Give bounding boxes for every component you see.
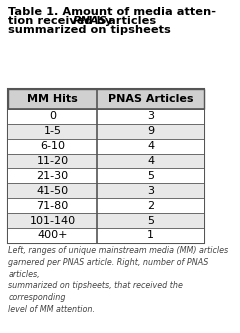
Text: MM Hits: MM Hits (27, 94, 78, 104)
Bar (8, 183, 97, 198)
Text: 6-10: 6-10 (40, 141, 65, 151)
Text: 4: 4 (147, 156, 154, 166)
Text: PNAS: PNAS (73, 16, 108, 26)
Bar (8, 90, 204, 109)
Bar (8, 109, 97, 124)
Text: 400+: 400+ (37, 230, 68, 240)
Text: 101-140: 101-140 (30, 215, 76, 225)
Bar (8, 139, 97, 154)
Bar (97, 213, 204, 228)
Text: 9: 9 (147, 126, 154, 136)
Bar (8, 228, 97, 243)
Bar (97, 183, 204, 198)
Text: 2: 2 (147, 201, 154, 211)
Text: 41-50: 41-50 (36, 186, 69, 196)
Bar (97, 139, 204, 154)
Text: tion received by: tion received by (8, 16, 117, 26)
Bar (8, 213, 97, 228)
Bar (97, 228, 204, 243)
Text: 11-20: 11-20 (36, 156, 69, 166)
Bar (97, 198, 204, 213)
Bar (8, 198, 97, 213)
Bar (97, 124, 204, 139)
Bar (8, 168, 97, 183)
Text: summarized on tipsheets: summarized on tipsheets (8, 25, 171, 35)
Text: 1: 1 (147, 230, 154, 240)
Text: articles: articles (104, 16, 156, 26)
Text: 5: 5 (147, 171, 154, 181)
Bar (8, 90, 204, 243)
Text: 21-30: 21-30 (36, 171, 69, 181)
Text: 1-5: 1-5 (44, 126, 62, 136)
Bar (97, 109, 204, 124)
Text: 3: 3 (147, 186, 154, 196)
Bar (97, 168, 204, 183)
Text: 71-80: 71-80 (36, 201, 69, 211)
Text: 3: 3 (147, 111, 154, 121)
Bar (97, 154, 204, 168)
Text: 0: 0 (49, 111, 56, 121)
Text: PNAS Articles: PNAS Articles (108, 94, 193, 104)
Text: Left, ranges of unique mainstream media (MM) articles
garnered per PNAS article.: Left, ranges of unique mainstream media … (8, 246, 228, 314)
Bar (8, 124, 97, 139)
Text: Table 1. Amount of media atten-: Table 1. Amount of media atten- (8, 7, 216, 17)
Text: 4: 4 (147, 141, 154, 151)
Bar (8, 154, 97, 168)
Text: 5: 5 (147, 215, 154, 225)
